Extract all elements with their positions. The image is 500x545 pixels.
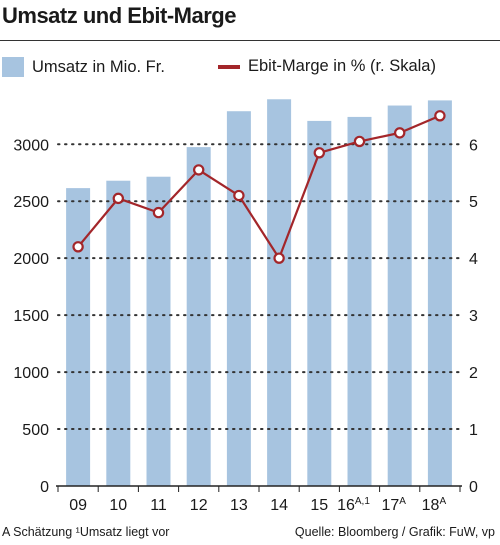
- y-left-tick-label: 3000: [13, 137, 49, 154]
- bar-13: [226, 111, 251, 487]
- y-left-tick-label: 500: [22, 422, 49, 439]
- x-tick-label: 17A: [381, 496, 406, 514]
- y-left-tick-label: 1500: [13, 308, 49, 325]
- x-tick-label: 15: [310, 497, 328, 514]
- margin-point-15: [313, 147, 325, 159]
- margin-point-11: [152, 206, 165, 219]
- y-left-tick-label: 1000: [13, 365, 49, 382]
- y-right-tick-label: 0: [469, 479, 478, 496]
- y-right-tick-label: 4: [469, 251, 478, 268]
- legend-label-margin: Ebit-Marge in % (r. Skala): [248, 57, 436, 75]
- x-tick-label: 18A: [422, 496, 447, 514]
- legend-item-revenue: Umsatz in Mio. Fr.: [2, 57, 165, 77]
- x-tick-label: 09: [69, 497, 87, 514]
- source-credit: Quelle: Bloomberg / Grafik: FuW, vp: [294, 525, 495, 539]
- margin-point-14: [273, 252, 285, 264]
- title-divider: [0, 40, 500, 41]
- bar-11: [146, 176, 171, 487]
- y-left-tick-label: 2000: [13, 251, 49, 268]
- y-right-tick-label: 6: [469, 137, 478, 154]
- margin-point-09: [72, 241, 84, 253]
- legend-swatch-bar: [2, 57, 24, 77]
- bar-09: [66, 188, 91, 487]
- bar-10: [106, 180, 131, 486]
- margin-point-17: [394, 127, 406, 139]
- margin-point-13: [233, 189, 245, 202]
- legend-item-margin: Ebit-Marge in % (r. Skala): [218, 57, 436, 76]
- margin-point-16: [353, 135, 366, 148]
- x-tick-label: 16A,1: [337, 496, 370, 514]
- bar-18: [427, 100, 452, 486]
- y-right-tick-label: 1: [469, 422, 478, 439]
- legend-swatch-line: [218, 64, 240, 69]
- footnote: A Schätzung ¹Umsatz liegt vor: [2, 525, 170, 539]
- margin-line: [77, 114, 441, 260]
- x-tick-label: 11: [150, 497, 167, 514]
- x-tick-label: 14: [270, 497, 288, 514]
- x-tick-label: 13: [230, 497, 248, 514]
- x-tick-label: 12: [190, 497, 208, 514]
- x-tick-label: 10: [109, 497, 127, 514]
- bar-15: [307, 120, 332, 487]
- bar-12: [186, 147, 211, 486]
- bar-16: [347, 116, 372, 486]
- margin-point-10: [112, 192, 125, 205]
- bar-17: [387, 105, 412, 487]
- margin-point-18: [434, 110, 446, 122]
- bar-14: [267, 99, 292, 486]
- legend-label-revenue: Umsatz in Mio. Fr.: [32, 57, 165, 76]
- y-right-tick-label: 3: [469, 308, 478, 325]
- y-right-tick-label: 5: [469, 194, 478, 211]
- y-left-tick-label: 0: [40, 479, 49, 496]
- chart-title: Umsatz und Ebit-Marge: [2, 3, 236, 28]
- margin-point-12: [192, 164, 205, 176]
- y-left-tick-label: 2500: [13, 194, 49, 211]
- y-right-tick-label: 2: [469, 365, 478, 382]
